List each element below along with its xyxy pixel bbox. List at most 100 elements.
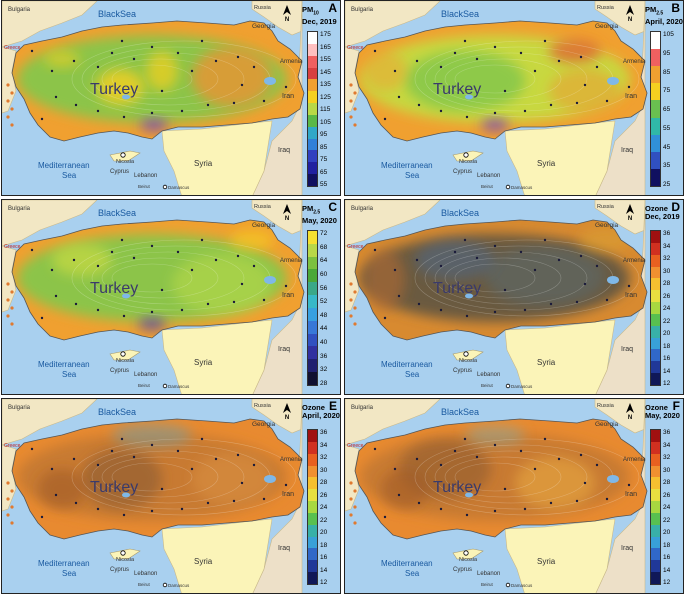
colorbar-swatch [651, 572, 660, 584]
colorbar-tick-label: 28 [663, 479, 671, 486]
city-marker [252, 65, 256, 69]
map-panel-e: Bulgaria BlackSea Russia Georgia Armenia Iran… [1, 398, 341, 594]
island [353, 306, 357, 310]
city-marker [232, 101, 236, 105]
city-marker [30, 49, 34, 53]
nicosia-marker [120, 550, 126, 556]
colorbar-swatch [308, 67, 317, 80]
city-marker [463, 437, 467, 441]
island [6, 513, 10, 517]
land-bulgaria [345, 399, 441, 446]
city-marker [240, 282, 244, 286]
map-canvas [2, 1, 305, 195]
city-marker [439, 308, 443, 312]
city-marker [150, 244, 154, 248]
colorbar-swatch [308, 126, 317, 139]
city-marker [232, 499, 236, 503]
label-damascus: Damascus [168, 185, 190, 190]
concentration-zone [549, 69, 621, 113]
label-lebanon: Lebanon [134, 173, 158, 179]
city-marker [523, 109, 527, 113]
colorbar-swatch [308, 103, 317, 115]
city-marker [240, 83, 244, 87]
colorbar-swatch [308, 465, 317, 478]
label-black-sea: BlackSea [441, 208, 480, 218]
turkey-border [11, 418, 305, 540]
city-marker [373, 248, 377, 252]
city-marker [583, 83, 587, 87]
panel-title: Ozone Dec, 2019 [645, 204, 680, 221]
city-marker [627, 284, 631, 288]
island [6, 83, 10, 87]
concentration-zone [415, 240, 495, 280]
colorbar-tick-label: 145 [320, 68, 331, 76]
label-armenia: Armenia [623, 258, 646, 264]
nicosia-marker [120, 152, 126, 158]
label-nicosia: Nicosia [116, 159, 135, 165]
city-marker [415, 457, 419, 461]
land-bulgaria [2, 200, 98, 247]
city-marker [575, 300, 579, 304]
city-marker [493, 244, 497, 248]
label-syria: Syria [194, 159, 213, 168]
colorbar-swatch [308, 372, 317, 385]
island [353, 322, 357, 326]
colorbar-tick-label: 36 [663, 429, 671, 436]
label-nicosia: Nicosia [116, 358, 135, 364]
label-russia: Russia [597, 403, 614, 409]
colorbar-swatch [651, 49, 660, 67]
colorbar-tick-label: 30 [663, 466, 671, 474]
colorbar-tick-label: 55 [663, 124, 671, 132]
colorbar-tick-label: 165 [320, 43, 331, 51]
colorbar-swatch [651, 134, 660, 152]
city-marker [50, 467, 54, 471]
island [349, 115, 353, 119]
colorbar-swatch [651, 117, 660, 135]
city-marker [180, 109, 184, 113]
colorbar-tick-label: 55 [320, 181, 328, 188]
city-marker [575, 101, 579, 105]
label-syria: Syria [194, 358, 213, 367]
colorbar-swatch [308, 477, 317, 490]
colorbar [650, 429, 661, 585]
colorbar-tick-label: 20 [320, 529, 328, 536]
label-black-sea: BlackSea [441, 407, 480, 417]
colorbar-tick-label: 64 [320, 257, 328, 265]
colorbar-swatch [651, 489, 660, 502]
label-bulgaria: Bulgaria [351, 7, 374, 13]
label-georgia: Georgia [595, 23, 619, 30]
city-marker [190, 69, 194, 73]
city-marker [605, 298, 609, 302]
island [349, 513, 353, 517]
turkey-border [354, 418, 648, 540]
north-arrow-icon: N [282, 5, 292, 23]
city-marker [54, 95, 58, 99]
contour-line [101, 456, 219, 498]
city-marker [122, 513, 126, 517]
north-arrow-icon: N [282, 204, 292, 222]
contour-line [434, 450, 588, 504]
label-iran: Iran [282, 491, 295, 498]
contour-line [71, 438, 297, 516]
colorbar-swatch [651, 302, 660, 314]
city-marker [160, 89, 164, 93]
city-marker [190, 467, 194, 471]
lake-tuz [122, 94, 130, 100]
city-marker [30, 248, 34, 252]
island [349, 99, 353, 103]
colorbar-tick-label: 75 [663, 87, 671, 95]
label-iran: Iran [282, 292, 295, 299]
colorbar-tick-label: 26 [663, 292, 671, 300]
colorbar-swatch [308, 453, 317, 466]
colorbar-swatch [308, 501, 317, 513]
city-marker [503, 487, 507, 491]
city-marker [176, 250, 180, 254]
concentration-zone [138, 318, 166, 330]
city-marker [150, 45, 154, 49]
colorbar-tick-label: 28 [320, 380, 328, 387]
island [6, 497, 10, 501]
city-marker [262, 99, 266, 103]
city-marker [493, 443, 497, 447]
contour-line [111, 64, 193, 94]
city-marker [206, 302, 210, 306]
